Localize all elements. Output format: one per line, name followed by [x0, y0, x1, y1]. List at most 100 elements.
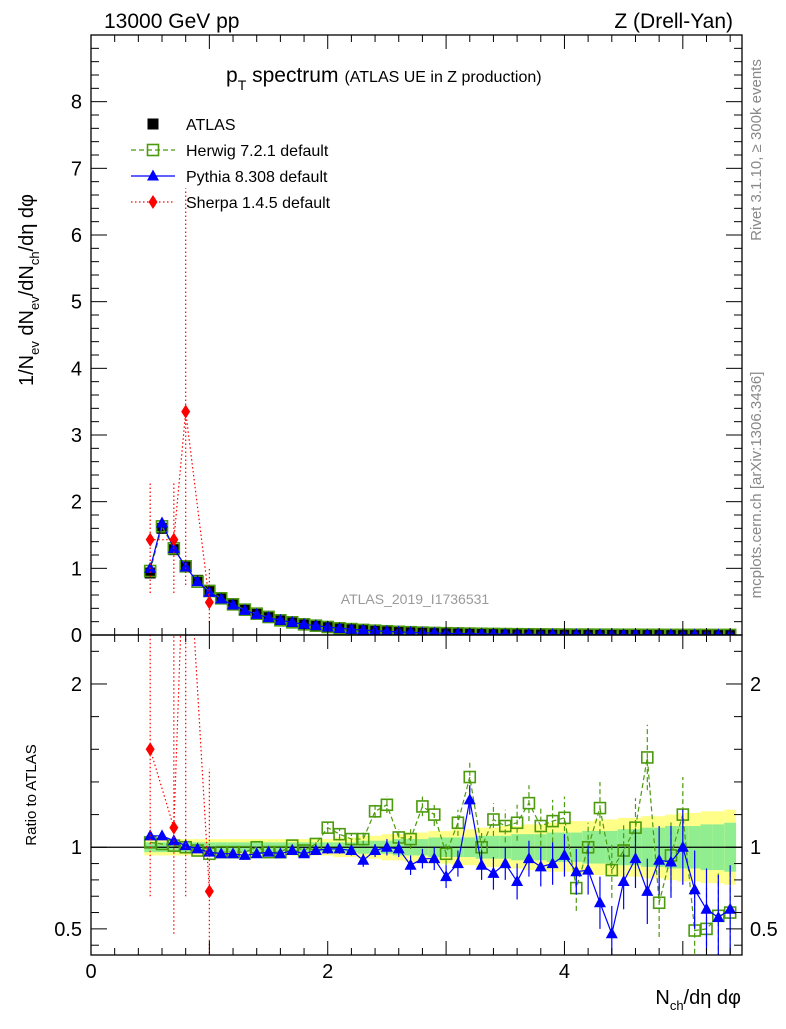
mcplots-label: mcplots.cern.ch [arXiv:1306.3436]: [748, 372, 765, 599]
pythia-point: [167, 541, 180, 553]
herwig-ratio-point: [463, 770, 477, 784]
y-tick-label: 4: [71, 358, 82, 380]
process-label: Z (Drell-Yan): [614, 10, 733, 33]
y-tick-label: 5: [71, 292, 82, 314]
ratio-y-tick-label-right: 1: [750, 837, 761, 859]
pythia-point: [381, 624, 393, 635]
pythia-ratio-point: [357, 853, 370, 865]
herwig-ratio-point: [652, 896, 666, 910]
pythia-ratio-point: [250, 847, 263, 859]
pythia-point: [238, 603, 251, 615]
herwig-ratio-point: [427, 808, 441, 821]
y-tick-label: 0: [71, 625, 82, 647]
pythia-ratio-point: [440, 870, 453, 882]
pythia-ratio-point: [262, 845, 275, 857]
pythia-point: [333, 621, 346, 633]
pythia-ratio-point: [582, 863, 595, 875]
chart-axes: 0 2 4 0 1 2 3 4 5 6 7 8 0.5 0.5 1 1 2 2: [54, 34, 778, 983]
herwig-ratio-point: [439, 847, 453, 861]
herwig-ratio-point: [510, 816, 524, 830]
pythia-ratio-point: [156, 829, 169, 841]
legend-entry-0-label: ATLAS: [186, 117, 236, 134]
pythia-ratio-point: [203, 845, 216, 857]
sherpa-ratio-point: [204, 884, 214, 899]
pythia-ratio-point: [167, 834, 180, 846]
pythia-line: [149, 521, 731, 635]
ratio-y-tick-label: 0.5: [54, 919, 82, 941]
pythia-ratio-point: [428, 852, 441, 864]
pythia-point: [572, 628, 581, 635]
pythia-ratio-point: [629, 852, 642, 864]
y-tick-label: 1: [71, 558, 82, 580]
pythia-ratio-point: [179, 839, 192, 851]
herwig-ratio-point: [404, 832, 417, 846]
pythia-ratio-point: [309, 844, 322, 856]
energy-label: 13000 GeV pp: [104, 10, 239, 33]
pythia-ratio-point: [688, 883, 701, 895]
pythia-point: [643, 628, 651, 635]
legend-entry-3-marker: [148, 195, 158, 209]
pythia-ratio-point: [712, 910, 725, 922]
pythia-ratio-point: [487, 866, 500, 878]
title-note: (ATLAS UE in Z production): [344, 69, 541, 86]
ratio-y-tick-label: 1: [71, 837, 82, 859]
ratio-y-tick-label: 2: [71, 674, 82, 696]
ratio-panel-marks: [143, 635, 737, 955]
svg-text:mcplots.cern.ch [arXiv:1306.34: mcplots.cern.ch [arXiv:1306.3436]: [748, 372, 765, 599]
sherpa-ratio-point: [169, 820, 179, 835]
y-tick-label: 8: [71, 92, 82, 114]
legend-entry-2-marker: [147, 169, 159, 181]
y-tick-label: 2: [71, 492, 82, 514]
herwig-ratio-point: [605, 863, 619, 877]
y-tick-label: 6: [71, 225, 82, 247]
pythia-ratio-point: [286, 844, 299, 856]
legend: ATLAS Herwig 7.2.1 default Pythia 8.308 de…: [131, 117, 331, 212]
ratio-y-tick-label-right: 2: [750, 674, 761, 696]
pythia-ratio-point: [593, 896, 606, 908]
pythia-point: [501, 627, 510, 635]
pythia-ratio-point: [298, 847, 311, 859]
pythia-ratio-point: [534, 860, 547, 872]
pythia-point: [667, 628, 675, 635]
herwig-ratio-point: [498, 819, 512, 833]
pythia-ratio-point: [511, 875, 524, 887]
herwig-line: [149, 524, 731, 635]
pythia-point: [227, 598, 240, 610]
rivet-label: Rivet 3.1.10, ≥ 300k events: [748, 59, 765, 241]
pythia-ratio-point: [570, 865, 583, 877]
title-sub: T: [238, 77, 247, 93]
herwig-ratio-point: [356, 832, 370, 846]
pythia-point: [357, 623, 370, 635]
pythia-ratio-point: [617, 875, 630, 887]
title-main: p: [226, 64, 238, 87]
pythia-point: [262, 611, 275, 623]
pythia-ratio-point: [238, 848, 251, 860]
legend-entry-0-marker: [147, 118, 159, 130]
watermark: ATLAS_2019_I1736531: [341, 591, 490, 607]
main-panel-marks: [143, 188, 737, 635]
pythia-point: [179, 560, 192, 572]
herwig-ratio-point: [558, 811, 571, 825]
herwig-ratio-point: [593, 801, 607, 815]
herwig-ratio-point: [641, 751, 654, 764]
pythia-ratio-point: [404, 858, 417, 870]
pythia-ratio-point: [191, 842, 204, 854]
svg-text:Rivet 3.1.10, ≥ 300k events: Rivet 3.1.10, ≥ 300k events: [748, 59, 765, 241]
pythia-point: [156, 516, 169, 528]
svg-text:Ratio to ATLAS: Ratio to ATLAS: [23, 744, 40, 845]
pythia-ratio-point: [700, 902, 713, 914]
pythia-ratio-point: [546, 857, 559, 869]
pythia-ratio-point: [653, 853, 666, 865]
pythia-point: [619, 628, 628, 635]
pythia-ratio-point: [380, 840, 393, 852]
legend-entry-2-label: Pythia 8.308 default: [186, 169, 328, 186]
herwig-ratio-line: [150, 757, 731, 932]
pythia-ratio-point: [676, 840, 689, 852]
pythia-point: [548, 627, 557, 635]
legend-entry-3-label: Sherpa 1.4.5 default: [186, 195, 331, 212]
pythia-point: [405, 625, 416, 635]
pythia-ratio-point: [463, 793, 476, 805]
herwig-ratio-point: [368, 805, 382, 818]
sherpa-point: [204, 595, 214, 610]
